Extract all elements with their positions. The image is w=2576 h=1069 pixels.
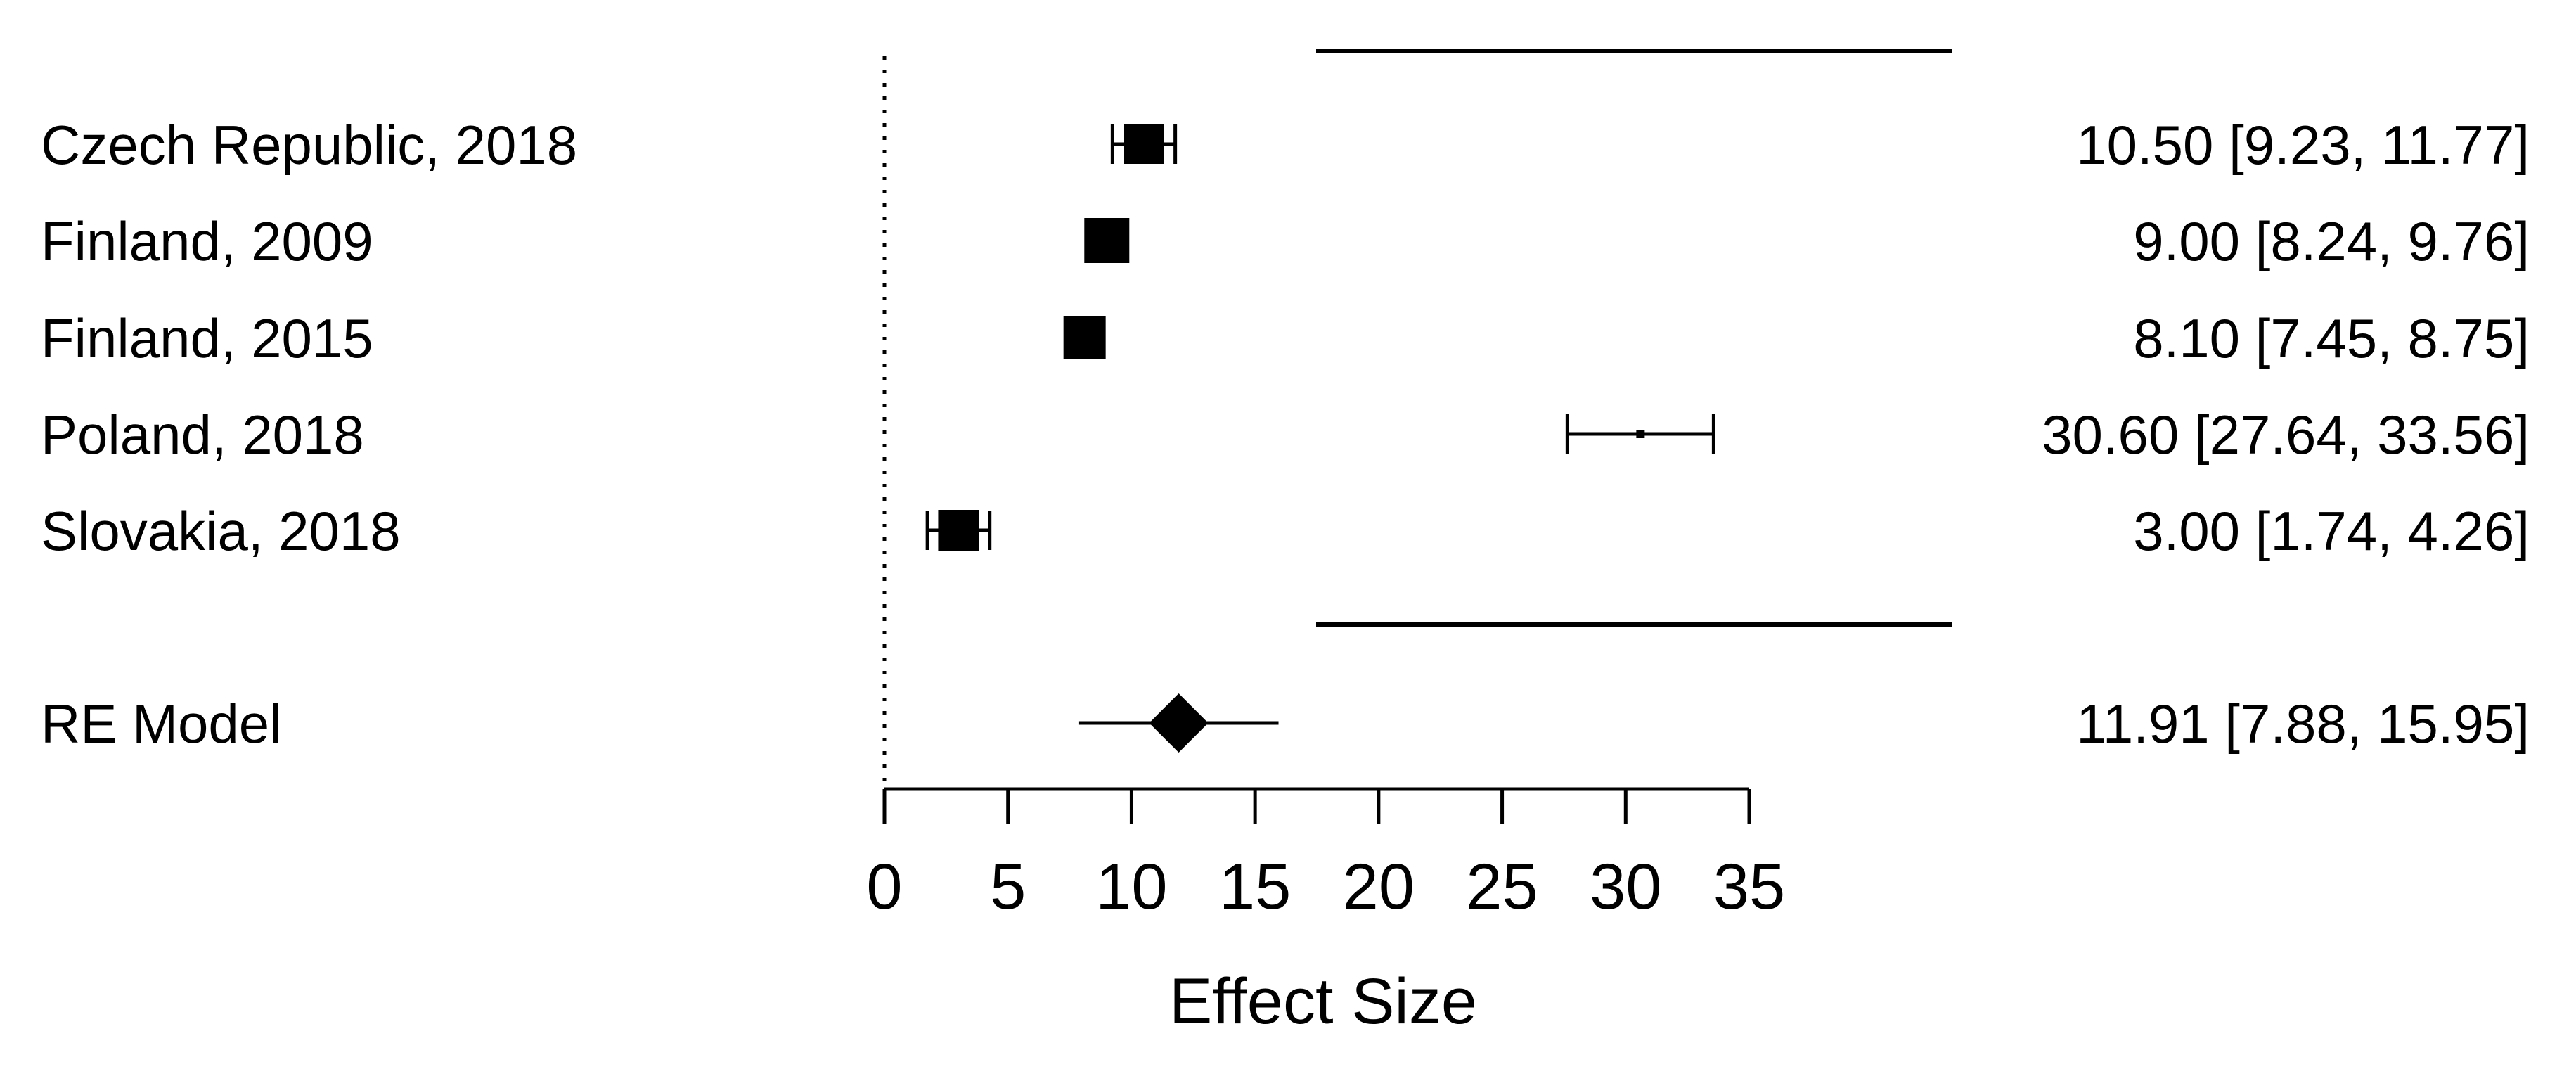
study-row: Czech Republic, 2018 10.50 [9.23, 11.77] [41,114,2530,176]
study-ci-text: 30.60 [27.64, 33.56] [2042,404,2530,466]
study-rows: Czech Republic, 2018 10.50 [9.23, 11.77] F… [41,114,2530,755]
point-estimate-square [1124,124,1164,164]
summary-row: RE Model 11.91 [7.88, 15.95] [41,693,2530,755]
x-tick-label: 5 [990,851,1026,923]
x-tick-label: 15 [1219,851,1291,923]
study-ci-text: 8.10 [7.45, 8.75] [2133,307,2530,369]
study-ci-text: 3.00 [1.74, 4.26] [2133,500,2530,562]
study-ci-text: 10.50 [9.23, 11.77] [2076,114,2530,176]
point-estimate-square [1636,430,1645,438]
study-label: Slovakia, 2018 [41,500,401,562]
x-tick-label: 25 [1466,851,1538,923]
x-tick-label: 30 [1590,851,1661,923]
x-tick-label: 35 [1713,851,1785,923]
point-estimate-square [1063,316,1106,359]
study-row: Poland, 2018 30.60 [27.64, 33.56] [41,404,2530,466]
study-label: Finland, 2015 [41,307,373,369]
study-ci-text: 9.00 [8.24, 9.76] [2133,210,2530,272]
study-label: Czech Republic, 2018 [41,114,577,176]
point-estimate-square [938,510,979,551]
point-estimate-square [1084,218,1130,263]
x-axis: 0 5 10 15 20 25 30 35 [866,787,1785,923]
x-tick-label: 20 [1343,851,1415,923]
summary-ci-text: 11.91 [7.88, 15.95] [2076,693,2530,755]
study-label: Poland, 2018 [41,404,364,466]
x-axis-title: Effect Size [1169,966,1477,1037]
summary-label: RE Model [41,693,281,755]
study-label: Finland, 2009 [41,210,373,272]
summary-diamond [1149,693,1209,753]
study-row: Finland, 2015 8.10 [7.45, 8.75] [41,307,2530,369]
study-row: Finland, 2009 9.00 [8.24, 9.76] [41,210,2530,272]
x-tick-label: 0 [866,851,902,923]
x-tick-label: 10 [1095,851,1167,923]
study-row: Slovakia, 2018 3.00 [1.74, 4.26] [41,500,2530,562]
